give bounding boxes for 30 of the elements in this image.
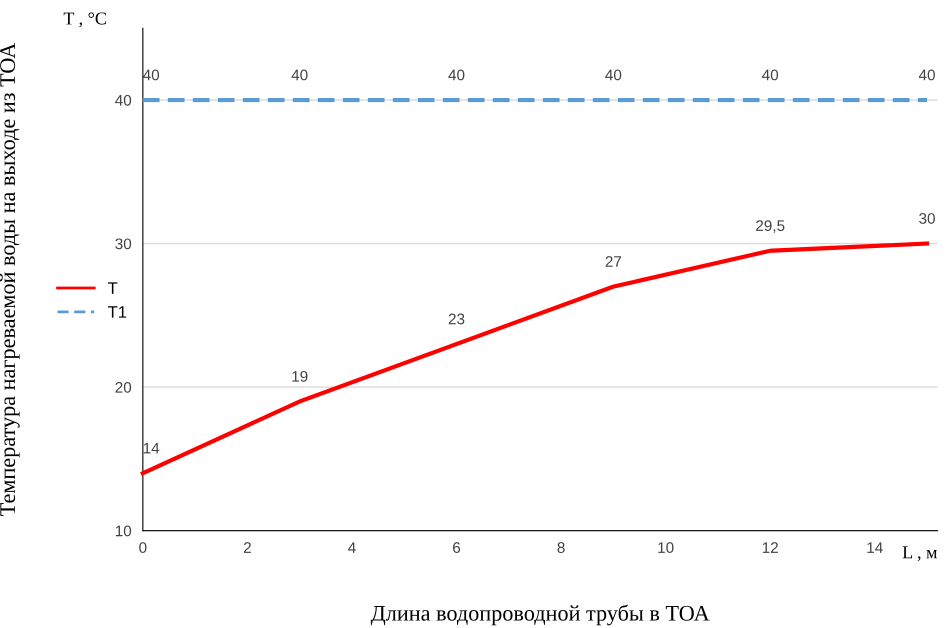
data-label: 29,5: [756, 220, 784, 233]
data-label: 30: [919, 213, 935, 224]
x-axis-title: Длина водопроводной трубы в ТОА: [370, 604, 710, 626]
text: T , °C: [64, 12, 106, 28]
y-tick-label: 30: [115, 238, 132, 250]
x-tick-label: 12: [762, 542, 778, 553]
x-tick-label: 0: [139, 542, 146, 553]
x-tick-label: 8: [557, 542, 565, 553]
x-tick-label: 10: [658, 542, 674, 553]
data-label: 40: [292, 70, 308, 80]
x-tick-label: 14: [867, 542, 883, 553]
data-label: 14: [144, 442, 160, 454]
data-label: 27: [606, 256, 622, 267]
text: L , м: [902, 546, 938, 562]
legend-label: T1: [108, 306, 126, 318]
y-axis-title: Температура нагреваемой воды на выходе из ТОА: [0, 42, 20, 516]
data-label: 40: [762, 70, 778, 80]
y-tick-label: 20: [116, 382, 132, 393]
x-tick-label: 6: [453, 542, 460, 553]
data-label: 19: [292, 370, 308, 382]
legend-label: T: [108, 282, 118, 294]
y-tick-label: 40: [115, 94, 132, 106]
line-series: [140, 241, 930, 476]
y-tick-label: 10: [116, 526, 132, 536]
x-tick-label: 4: [348, 542, 356, 553]
x-tick-label: 2: [244, 542, 251, 553]
data-label: 23: [448, 314, 464, 324]
data-label: 40: [605, 70, 622, 80]
data-label: 40: [448, 70, 464, 80]
data-label: 40: [918, 70, 935, 80]
